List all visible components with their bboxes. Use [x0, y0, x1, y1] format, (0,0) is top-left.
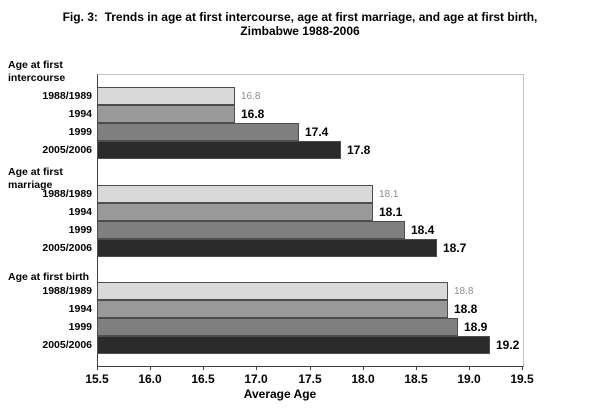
group-label: Age at first birth — [8, 271, 90, 283]
value-label: 19.2 — [496, 338, 520, 352]
data-bar — [97, 300, 448, 318]
value-label: 17.8 — [347, 143, 371, 157]
category-label: 1999 — [68, 321, 92, 333]
category-label: 2005/2006 — [42, 339, 92, 351]
data-bar — [97, 123, 299, 141]
value-label: 18.1 — [379, 189, 399, 200]
x-axis-tick — [522, 366, 523, 370]
x-axis-tick-label: 17.0 — [244, 372, 268, 386]
x-axis-tick-label: 18.0 — [351, 372, 375, 386]
value-label: 18.7 — [443, 241, 467, 255]
value-label: 16.8 — [241, 107, 265, 121]
data-bar — [97, 203, 373, 221]
x-axis-tick — [203, 366, 204, 370]
value-label: 16.8 — [241, 91, 261, 102]
x-axis-tick — [469, 366, 470, 370]
data-bar — [97, 87, 235, 105]
x-axis-tick-label: 18.5 — [404, 372, 428, 386]
value-label: 18.4 — [411, 223, 435, 237]
data-bar — [97, 318, 458, 336]
data-bar — [97, 239, 437, 257]
data-bar — [97, 336, 490, 354]
category-label: 1999 — [68, 126, 92, 138]
x-axis-tick-label: 16.0 — [138, 372, 162, 386]
category-label: 1988/1989 — [42, 285, 92, 297]
category-label: 1994 — [68, 303, 92, 315]
category-label: 1994 — [68, 108, 92, 120]
data-bar — [97, 105, 235, 123]
data-bar — [97, 185, 373, 203]
data-bar — [97, 221, 405, 239]
category-label: 2005/2006 — [42, 144, 92, 156]
category-label: 1999 — [68, 224, 92, 236]
x-axis-tick — [97, 366, 98, 370]
category-label: 2005/2006 — [42, 242, 92, 254]
value-label: 18.8 — [454, 286, 474, 297]
category-label: 1994 — [68, 206, 92, 218]
x-axis-tick — [363, 366, 364, 370]
chart-title-line2: Zimbabwe 1988-2006 — [240, 24, 360, 38]
value-label: 17.4 — [305, 125, 329, 139]
value-label: 18.1 — [379, 205, 403, 219]
x-axis-tick — [310, 366, 311, 370]
x-axis-tick-label: 16.5 — [191, 372, 215, 386]
category-label: 1988/1989 — [42, 188, 92, 200]
x-axis-tick — [416, 366, 417, 370]
data-bar — [97, 282, 448, 300]
x-axis-tick — [150, 366, 151, 370]
data-bar — [97, 141, 341, 159]
x-axis-tick-label: 17.5 — [298, 372, 322, 386]
chart-title-line1: Fig. 3: Trends in age at first intercour… — [62, 10, 538, 24]
x-axis-tick-label: 19.0 — [457, 372, 481, 386]
group-label: Age at first marriage — [8, 166, 63, 192]
x-axis-title: Average Age — [243, 387, 317, 401]
value-label: 18.9 — [464, 320, 488, 334]
x-axis-tick-label: 15.5 — [85, 372, 109, 386]
group-label: Age at first intercourse — [8, 59, 66, 85]
x-axis-tick — [256, 366, 257, 370]
category-label: 1988/1989 — [42, 90, 92, 102]
value-label: 18.8 — [454, 302, 478, 316]
x-axis-tick-label: 19.5 — [510, 372, 534, 386]
